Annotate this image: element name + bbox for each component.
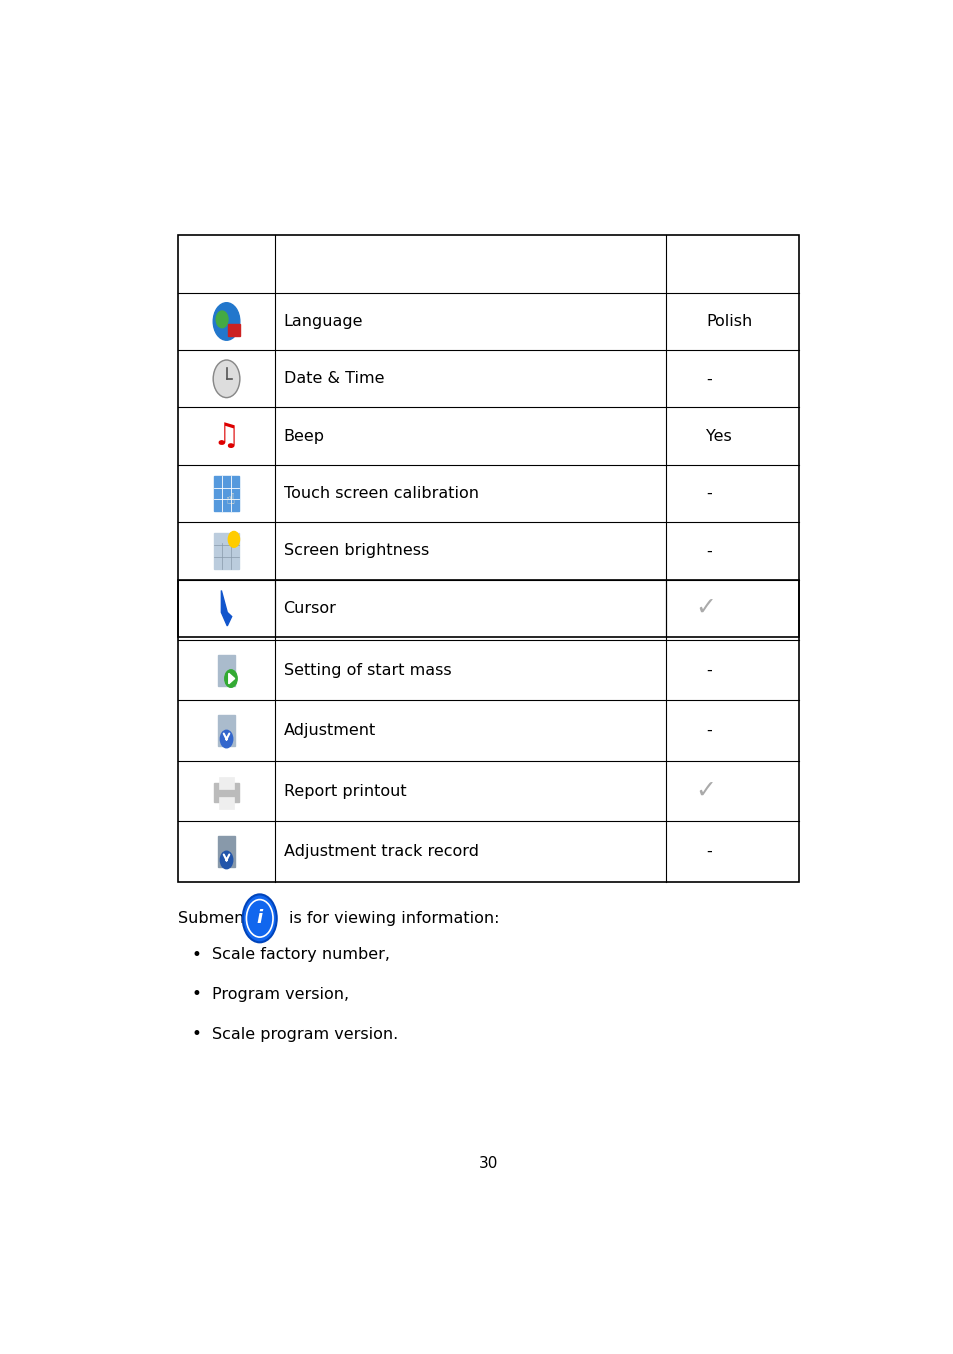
Bar: [213, 475, 239, 512]
Text: Touch screen calibration: Touch screen calibration: [283, 486, 478, 501]
Text: -: -: [705, 844, 711, 860]
Text: Adjustment track record: Adjustment track record: [283, 844, 478, 860]
Text: i: i: [256, 910, 262, 927]
Circle shape: [216, 311, 228, 328]
Text: Beep: Beep: [283, 429, 324, 444]
Text: -: -: [705, 486, 711, 501]
Bar: [219, 777, 233, 789]
Circle shape: [228, 532, 239, 547]
Circle shape: [213, 303, 239, 340]
Bar: [218, 835, 234, 868]
Bar: [218, 715, 234, 746]
Text: ✓: ✓: [695, 779, 716, 803]
Bar: [213, 533, 239, 569]
Text: Submenu: Submenu: [178, 911, 254, 926]
Text: •: •: [192, 986, 202, 1003]
Text: Screen brightness: Screen brightness: [283, 543, 428, 558]
Text: Report printout: Report printout: [283, 784, 406, 799]
Bar: [178, 580, 799, 881]
Bar: [213, 783, 239, 802]
Bar: [219, 798, 233, 808]
Text: ☝: ☝: [226, 493, 235, 508]
Text: ✓: ✓: [695, 596, 716, 620]
Text: Scale program version.: Scale program version.: [212, 1026, 397, 1041]
Circle shape: [213, 360, 239, 398]
Bar: [178, 236, 799, 636]
Text: •: •: [192, 946, 202, 964]
Text: Program version,: Program version,: [212, 987, 349, 1002]
Bar: [228, 324, 239, 336]
Text: -: -: [705, 723, 711, 738]
Circle shape: [220, 852, 233, 869]
Text: Setting of start mass: Setting of start mass: [283, 662, 451, 678]
Text: Adjustment: Adjustment: [283, 723, 375, 738]
Text: Date & Time: Date & Time: [283, 371, 384, 386]
Text: Scale factory number,: Scale factory number,: [212, 948, 389, 963]
Circle shape: [220, 730, 233, 747]
Text: 30: 30: [478, 1156, 498, 1171]
Text: ♫: ♫: [213, 421, 240, 451]
Circle shape: [242, 895, 276, 942]
Polygon shape: [221, 590, 232, 626]
Circle shape: [225, 670, 237, 688]
Circle shape: [246, 899, 273, 937]
Text: -: -: [705, 662, 711, 678]
Text: Yes: Yes: [705, 429, 731, 444]
Text: -: -: [705, 371, 711, 386]
Text: •: •: [192, 1025, 202, 1043]
Polygon shape: [229, 673, 234, 684]
Text: Cursor: Cursor: [283, 601, 336, 616]
Text: -: -: [705, 543, 711, 558]
Text: Language: Language: [283, 314, 363, 329]
Bar: [218, 654, 234, 686]
Text: Polish: Polish: [705, 314, 752, 329]
Text: is for viewing information:: is for viewing information:: [289, 911, 499, 926]
